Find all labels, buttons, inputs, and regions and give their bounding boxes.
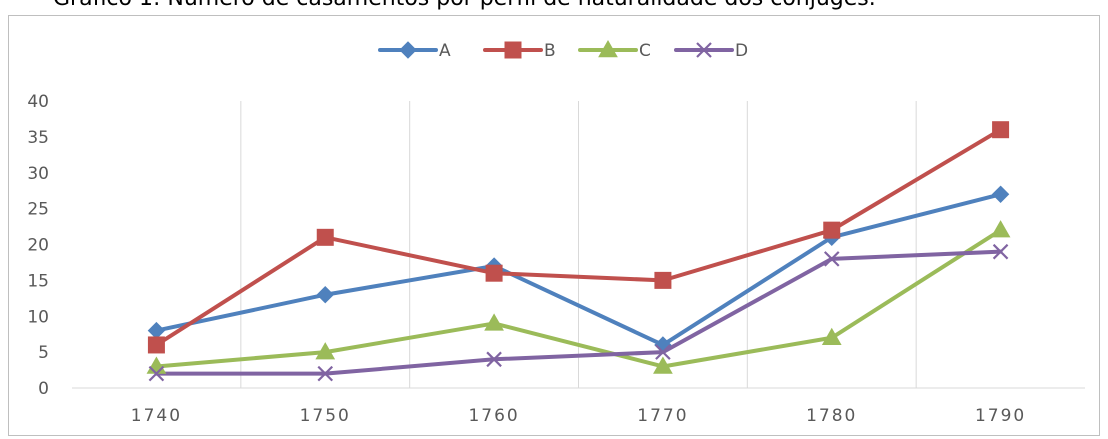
y-tick-label: 10	[27, 307, 49, 327]
data-point-c	[821, 327, 842, 346]
y-tick-label: 20	[27, 236, 49, 256]
data-point-d	[992, 243, 1009, 260]
x-tick-label: 1790	[975, 406, 1026, 426]
legend-label: A	[439, 41, 451, 61]
x-tick-label: 1740	[131, 406, 182, 426]
x-tick-label: 1770	[637, 406, 688, 426]
chart-area	[8, 15, 1100, 436]
series-line-a	[154, 192, 1003, 347]
y-tick-label: 15	[27, 271, 49, 291]
y-tick-label: 25	[27, 200, 49, 220]
x-marker-stroke	[148, 365, 165, 382]
y-tick-label: 30	[27, 164, 49, 184]
x-marker-stroke	[486, 351, 502, 368]
legend-label: B	[544, 41, 556, 61]
legend-marker-c	[598, 39, 618, 58]
legend: A B C D	[378, 39, 748, 61]
data-point-a	[991, 185, 1010, 203]
x-tick-label: 1780	[806, 406, 857, 426]
data-point-d	[317, 365, 334, 382]
data-point-d	[823, 251, 840, 267]
data-point-c	[484, 313, 504, 331]
data-point-b	[316, 228, 334, 246]
data-point-b	[992, 121, 1010, 139]
legend-label: C	[639, 41, 651, 61]
legend-label: D	[735, 41, 748, 61]
x-tick-label: 1750	[300, 406, 351, 426]
data-point-b	[654, 271, 672, 289]
x-marker-stroke	[655, 344, 671, 360]
data-point-a	[316, 286, 334, 304]
y-tick-label: 0	[38, 379, 49, 399]
grid-layer	[240, 101, 917, 388]
data-point-d	[148, 365, 165, 382]
data-point-b	[485, 264, 503, 282]
x-marker-stroke	[696, 42, 712, 58]
chart-title: Gráfico 1: Número de casamentos por perf…	[53, 0, 876, 11]
data-point-d	[655, 344, 671, 360]
legend-marker-d	[696, 42, 712, 58]
data-point-b	[823, 221, 841, 239]
x-marker-stroke	[992, 243, 1009, 260]
x-marker-stroke	[317, 365, 334, 382]
series-layer	[146, 121, 1011, 382]
x-marker-stroke	[823, 251, 840, 267]
y-tick-label: 40	[27, 92, 49, 112]
y-tick-label: 5	[38, 343, 49, 363]
data-point-a	[147, 321, 166, 340]
data-point-c	[315, 342, 336, 360]
legend-marker-a	[399, 41, 417, 59]
series-line-b	[154, 127, 1003, 347]
data-point-d	[486, 351, 502, 368]
data-point-b	[147, 336, 165, 354]
series-line-d	[154, 249, 1003, 376]
data-point-c	[653, 356, 673, 374]
y-tick-label: 35	[27, 128, 49, 148]
data-point-c	[990, 220, 1011, 238]
axis-layer: 0 5 10 15 20 25 30 35 40 1740 1750 1760 1770 1780 1790	[27, 92, 1085, 426]
series-line-c	[154, 228, 1003, 369]
legend-marker-b	[504, 41, 522, 59]
x-tick-label: 1760	[468, 406, 519, 426]
